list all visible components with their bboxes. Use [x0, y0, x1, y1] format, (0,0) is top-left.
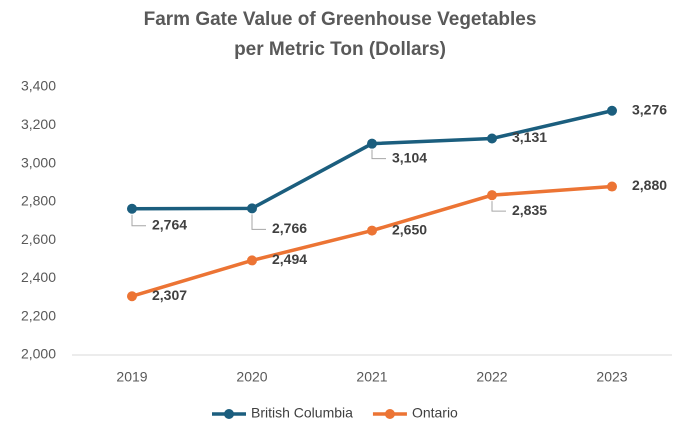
data-label: 2,835	[512, 202, 547, 218]
y-tick-label: 2,800	[21, 193, 56, 209]
point	[367, 138, 377, 149]
y-tick-label: 3,200	[21, 116, 56, 132]
point	[127, 291, 137, 302]
y-tick-label: 2,200	[21, 307, 56, 323]
y-tick-label: 2,400	[21, 269, 56, 285]
data-label: 3,276	[632, 101, 667, 117]
point	[127, 203, 137, 214]
chart-title: per Metric Ton (Dollars)	[234, 39, 446, 60]
data-label: 2,764	[152, 216, 187, 232]
series-line	[131, 109, 613, 211]
data-label: 3,104	[392, 149, 427, 165]
data-label: 2,766	[272, 220, 307, 236]
y-tick-label: 2,000	[21, 346, 56, 362]
point	[247, 203, 257, 214]
leader-line	[131, 214, 146, 227]
chart-title: Farm Gate Value of Greenhouse Vegetables	[144, 9, 537, 30]
x-tick-label: 2020	[236, 369, 267, 385]
point	[367, 225, 377, 236]
point	[487, 190, 497, 201]
legend-label: Ontario	[412, 405, 458, 421]
x-tick-label: 2022	[476, 369, 507, 385]
data-label: 2,880	[632, 177, 667, 193]
point	[607, 181, 617, 192]
legend-marker	[224, 409, 234, 419]
data-label: 2,494	[272, 251, 307, 267]
leader-line	[491, 201, 506, 212]
y-tick-label: 3,000	[21, 154, 56, 170]
data-label: 3,131	[512, 129, 547, 145]
point	[487, 133, 497, 144]
data-label: 2,307	[152, 287, 187, 303]
data-label: 2,650	[392, 221, 427, 237]
leader-line	[251, 214, 266, 230]
x-tick-label: 2019	[116, 369, 147, 385]
x-tick-label: 2023	[596, 369, 627, 385]
y-tick-label: 2,600	[21, 231, 56, 247]
point	[607, 105, 617, 116]
leader-line	[371, 149, 386, 160]
legend-label: British Columbia	[251, 405, 353, 421]
x-tick-label: 2021	[356, 369, 387, 385]
point	[247, 255, 257, 266]
y-tick-label: 3,400	[21, 78, 56, 94]
legend-marker	[384, 409, 395, 419]
